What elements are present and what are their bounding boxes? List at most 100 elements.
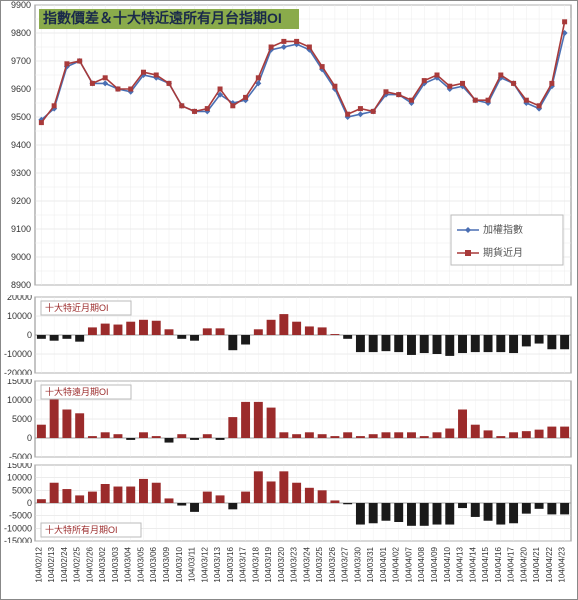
- bar: [254, 329, 263, 335]
- bar: [369, 335, 378, 352]
- x-tick: 104/03/02: [98, 546, 107, 582]
- x-tick: 104/04/09: [430, 546, 439, 582]
- x-tick: 104/04/22: [545, 546, 554, 582]
- bar: [165, 498, 174, 503]
- bar: [279, 471, 288, 503]
- bar: [279, 314, 288, 335]
- bar: [203, 434, 212, 438]
- bar: [433, 335, 442, 354]
- bar: [420, 436, 429, 438]
- y-tick: -20000: [4, 368, 32, 375]
- chart-title: 指數價差＆十大特近遠所有月台指期OI: [43, 10, 282, 26]
- bar: [279, 432, 288, 438]
- bar: [203, 328, 212, 335]
- bar: [37, 499, 46, 503]
- x-tick: 104/02/26: [85, 546, 94, 582]
- y-tick: 10000: [7, 311, 32, 321]
- x-tick: 104/04/20: [519, 546, 528, 582]
- bar: [139, 432, 148, 438]
- bar: [267, 320, 276, 335]
- bar: [445, 503, 454, 525]
- y-tick: 20000: [7, 295, 32, 302]
- sub1-chart: -20000-1000001000020000十大特近月期OI: [1, 295, 577, 375]
- bar: [496, 436, 505, 438]
- bar: [203, 492, 212, 503]
- x-tick: 104/03/17: [239, 546, 248, 582]
- bar: [152, 483, 161, 503]
- x-tick: 104/04/02: [392, 546, 401, 582]
- main-chart: 8900900091009200930094009500960097009800…: [1, 1, 577, 291]
- y-tick: 9800: [11, 28, 31, 38]
- bar: [267, 481, 276, 503]
- sub-label: 十大特遠月期OI: [45, 386, 109, 397]
- bar: [369, 434, 378, 438]
- bar: [50, 335, 59, 341]
- x-tick: 104/03/19: [264, 546, 273, 582]
- bar: [126, 487, 135, 503]
- x-tick: 104/04/15: [481, 546, 490, 582]
- y-tick: 9400: [11, 140, 31, 150]
- legend-item-1: 加權指數: [483, 223, 523, 236]
- sub-label: 十大特所有月期OI: [45, 524, 118, 535]
- y-tick: 9700: [11, 56, 31, 66]
- x-tick: 104/03/18: [251, 546, 260, 582]
- bar: [126, 322, 135, 335]
- bar: [75, 495, 84, 503]
- bar: [560, 503, 569, 514]
- x-tick: 104/02/13: [47, 546, 56, 582]
- bar: [496, 503, 505, 525]
- bar: [305, 432, 314, 438]
- legend: 加權指數期貨近月: [451, 215, 563, 265]
- bar: [560, 427, 569, 438]
- bar: [522, 503, 531, 514]
- bar: [407, 335, 416, 355]
- bar: [254, 402, 263, 438]
- x-tick: 104/03/06: [149, 546, 158, 582]
- bar: [356, 335, 365, 352]
- x-axis-labels: 104/02/12104/02/13104/02/24104/02/25104/…: [1, 543, 577, 599]
- bar: [343, 503, 352, 504]
- x-tick: 104/04/21: [532, 546, 541, 582]
- y-tick: 15000: [7, 379, 32, 386]
- bar: [190, 503, 199, 512]
- bar: [420, 335, 429, 353]
- x-tick: 104/02/25: [73, 546, 82, 582]
- bar: [547, 427, 556, 438]
- bar: [381, 335, 390, 351]
- bar: [458, 335, 467, 353]
- x-tick: 104/03/13: [213, 546, 222, 582]
- bar: [37, 335, 46, 339]
- bar: [126, 438, 135, 440]
- bar: [522, 335, 531, 346]
- bar: [356, 503, 365, 525]
- bar: [458, 503, 467, 508]
- y-tick: -5000: [9, 452, 32, 459]
- x-tick: 104/04/14: [468, 546, 477, 582]
- bar: [330, 436, 339, 438]
- y-tick: 5000: [12, 485, 32, 495]
- bar: [445, 429, 454, 439]
- y-tick: -5000: [9, 511, 32, 521]
- x-tick: 104/04/01: [379, 546, 388, 582]
- bar: [216, 438, 225, 440]
- bar: [433, 503, 442, 525]
- bar: [228, 417, 237, 438]
- bar: [522, 431, 531, 438]
- y-tick: 9300: [11, 168, 31, 178]
- bar: [471, 425, 480, 438]
- x-tick: 104/03/30: [353, 546, 362, 582]
- bar: [381, 432, 390, 438]
- bar: [535, 503, 544, 509]
- x-tick: 104/02/12: [34, 546, 43, 582]
- bar: [547, 503, 556, 514]
- bar: [330, 500, 339, 503]
- bar: [471, 503, 480, 517]
- bar: [535, 430, 544, 438]
- bar: [177, 335, 186, 339]
- y-tick: -10000: [4, 523, 32, 533]
- bar: [394, 335, 403, 352]
- x-tick: 104/03/27: [341, 546, 350, 582]
- bar: [535, 335, 544, 344]
- bar: [190, 438, 199, 440]
- bar: [394, 432, 403, 438]
